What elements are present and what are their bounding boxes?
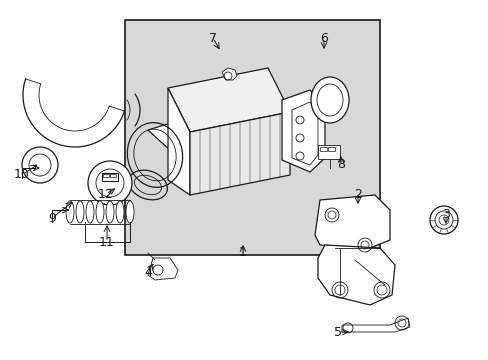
Polygon shape [168,68,289,132]
Text: 1: 1 [239,246,246,258]
Ellipse shape [76,201,84,223]
Bar [319,147,326,151]
Text: 8: 8 [336,158,345,171]
Bar [102,173,118,181]
Ellipse shape [310,77,348,123]
Circle shape [22,147,58,183]
Text: 11: 11 [99,235,115,248]
Polygon shape [148,100,294,175]
Text: 6: 6 [320,31,327,45]
Text: 4: 4 [144,266,152,279]
Text: 3: 3 [441,208,449,221]
Polygon shape [148,258,178,280]
Polygon shape [317,245,394,305]
Circle shape [88,161,132,205]
Bar [110,174,116,177]
Text: 2: 2 [353,189,361,202]
Text: 5: 5 [333,325,341,338]
Bar [103,174,109,177]
Bar [125,20,379,255]
Text: 7: 7 [208,31,217,45]
Ellipse shape [106,201,114,223]
Ellipse shape [66,201,74,223]
Text: 9: 9 [48,211,56,225]
Polygon shape [341,318,409,332]
Bar [327,147,334,151]
Polygon shape [168,88,190,195]
Ellipse shape [86,201,94,223]
Polygon shape [314,195,389,248]
Polygon shape [282,90,325,172]
Polygon shape [190,112,289,195]
Text: 10: 10 [14,168,30,181]
Circle shape [429,206,457,234]
Ellipse shape [96,201,104,223]
Ellipse shape [126,201,134,223]
Ellipse shape [116,201,124,223]
Polygon shape [222,68,237,80]
Bar [317,145,339,159]
Text: 12: 12 [98,188,114,201]
